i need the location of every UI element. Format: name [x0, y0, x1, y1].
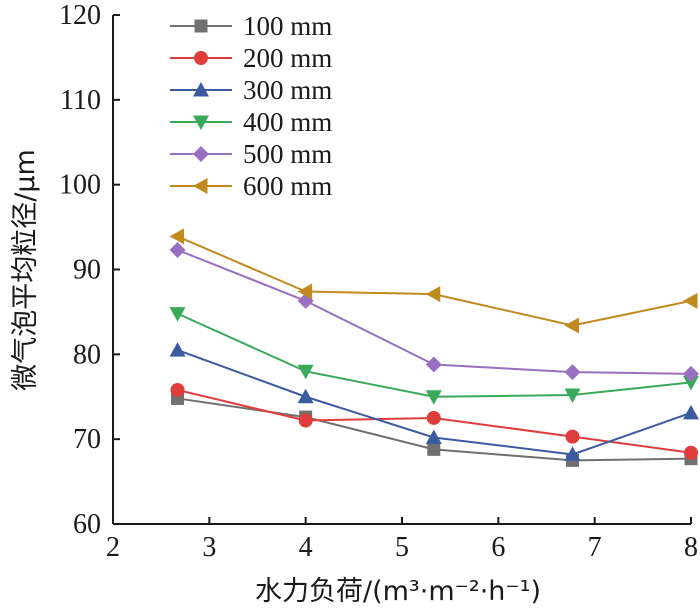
data-point	[297, 388, 314, 404]
x-tick-label: 7	[588, 532, 602, 563]
series-line	[177, 312, 692, 398]
series-500-mm	[169, 241, 699, 382]
data-point	[169, 241, 186, 258]
legend-label: 200 mm	[243, 43, 332, 73]
data-point	[169, 307, 186, 322]
legend-entry: 500 mm	[170, 139, 332, 169]
data-point	[297, 364, 314, 380]
data-point	[425, 286, 441, 303]
data-point	[684, 445, 698, 460]
x-tick-label: 6	[491, 532, 505, 563]
data-point	[298, 413, 313, 428]
data-point	[425, 356, 442, 373]
x-tick-label: 5	[395, 532, 409, 563]
legend-label: 600 mm	[243, 171, 332, 201]
data-point	[683, 292, 698, 309]
y-tick-label: 110	[60, 85, 101, 116]
data-point	[297, 283, 313, 300]
x-axis-title: 水力负荷/(m³·m⁻²·h⁻¹)	[255, 576, 541, 607]
y-tick-label: 100	[59, 170, 101, 201]
data-point	[565, 429, 580, 444]
y-tick-label: 90	[73, 255, 101, 286]
legend-entry: 600 mm	[170, 171, 332, 201]
series-300-mm	[169, 342, 699, 461]
y-tick-label: 120	[59, 0, 101, 31]
y-tick-label: 80	[73, 339, 101, 370]
legend-entry: 200 mm	[170, 43, 332, 73]
x-tick-label: 3	[202, 532, 216, 563]
data-point	[564, 364, 581, 381]
legend-label: 100 mm	[243, 11, 332, 41]
y-tick-label: 60	[73, 509, 101, 540]
legend-label: 400 mm	[243, 107, 332, 137]
legend-entry: 100 mm	[170, 11, 332, 41]
legend-label: 500 mm	[243, 139, 332, 169]
axes: 60 70 80 90 100 110 120 2 3 4 5 6 7 8	[59, 0, 698, 563]
legend-marker	[194, 51, 208, 65]
data-point	[425, 429, 442, 444]
data-point	[683, 375, 699, 391]
y-axis-title: 微气泡平均粒径/μm	[10, 149, 41, 391]
data-point	[564, 446, 581, 461]
legend-marker	[193, 146, 209, 162]
data-point	[170, 382, 185, 397]
x-tick-label: 4	[299, 532, 313, 563]
data-point	[425, 390, 442, 405]
legend-label: 300 mm	[243, 75, 332, 105]
series-400-mm	[169, 307, 699, 405]
series-layer	[169, 228, 699, 467]
data-point	[683, 365, 699, 382]
legend-marker	[193, 82, 209, 97]
data-point	[564, 388, 581, 404]
data-point	[427, 442, 441, 456]
data-point	[426, 410, 441, 425]
legend-entry: 300 mm	[170, 75, 332, 105]
data-point	[564, 317, 580, 334]
x-tick-label: 2	[106, 532, 120, 563]
legend-marker	[193, 115, 209, 130]
legend-entry: 400 mm	[170, 107, 332, 137]
y-tick-label: 70	[73, 424, 101, 455]
legend-marker	[193, 178, 208, 194]
series-200-mm	[170, 382, 698, 460]
data-point	[169, 342, 186, 357]
series-600-mm	[169, 228, 698, 334]
data-point	[683, 404, 699, 420]
x-tick-label: 8	[684, 532, 698, 563]
legend-marker	[194, 19, 208, 33]
data-point	[169, 228, 185, 245]
